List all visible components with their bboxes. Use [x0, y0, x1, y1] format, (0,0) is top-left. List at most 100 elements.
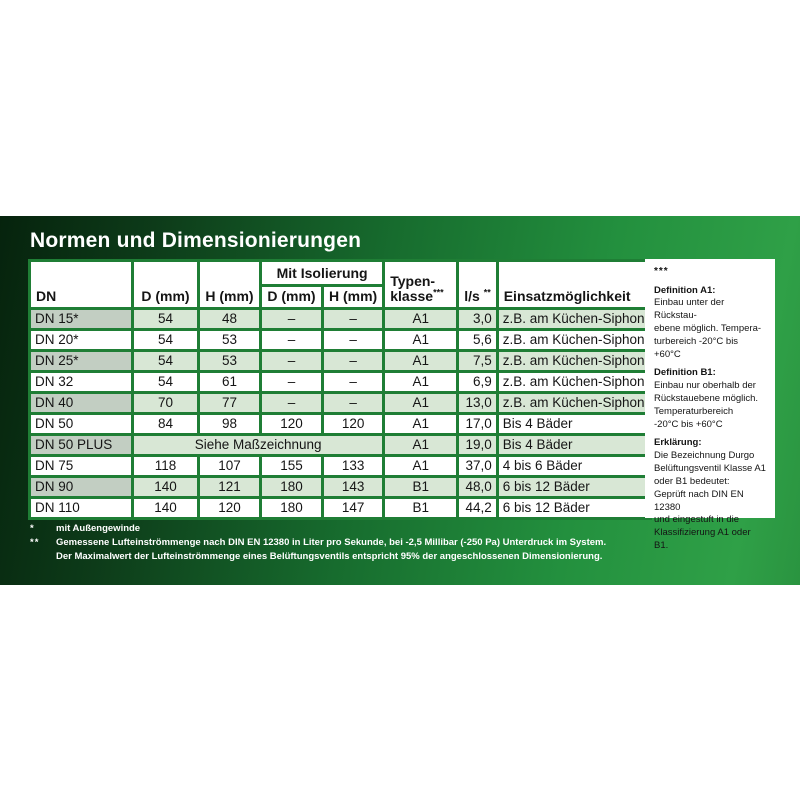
- cell-d: 54: [131, 369, 200, 394]
- cell-h: 77: [197, 390, 262, 415]
- cell-iso-h: –: [320, 327, 386, 352]
- cell-typenklasse: A1: [382, 306, 460, 331]
- cell-iso-h: 120: [320, 411, 386, 436]
- cell-iso-h: 143: [320, 474, 386, 499]
- cell-h: 121: [197, 474, 262, 499]
- cell-einsatz: 6 bis 12 Bäder: [495, 495, 652, 520]
- table-row-dn25: DN 25* 54 53 – – A1 7,5 z.B. am Küchen-S…: [28, 348, 652, 373]
- cell-iso-d: –: [259, 369, 324, 394]
- col-header-ls: l/s **: [456, 259, 499, 310]
- cell-iso-d: 120: [259, 411, 324, 436]
- cell-dn: DN 20*: [28, 327, 134, 352]
- cell-dn: DN 25*: [28, 348, 134, 373]
- cell-siehe-masszeichnung: Siehe Maßzeichnung: [130, 432, 386, 457]
- cell-d: 54: [131, 306, 200, 331]
- cell-ls: 44,2: [456, 495, 499, 520]
- cell-ls: 6,9: [456, 369, 499, 394]
- cell-typenklasse: A1: [382, 327, 460, 352]
- cell-h: 107: [197, 453, 262, 478]
- col-header-d: D (mm): [131, 259, 200, 310]
- typenklasse-line1: Typen-: [390, 273, 436, 290]
- cell-einsatz: z.B. am Küchen-Siphon: [495, 369, 652, 394]
- footnote-aussengewinde: * mit Außengewinde: [30, 522, 730, 536]
- col-header-einsatzmoeglichkeit: Einsatzmöglichkeit: [495, 259, 652, 310]
- footnote-text: Gemessene Lufteinströmmenge nach DIN EN …: [56, 536, 607, 562]
- footnote-marker: *: [30, 523, 35, 534]
- cell-ls: 13,0: [456, 390, 499, 415]
- cell-typenklasse: B1: [382, 495, 460, 520]
- cell-iso-h: –: [320, 306, 386, 331]
- cell-dn: DN 15*: [28, 306, 134, 331]
- cell-dn: DN 40: [28, 390, 134, 415]
- cell-iso-d: –: [259, 348, 324, 373]
- cell-iso-h: 133: [320, 453, 386, 478]
- cell-dn: DN 90: [28, 474, 134, 499]
- col-header-typenklasse: Typen-klasse***: [382, 259, 460, 310]
- cell-iso-d: 180: [259, 495, 324, 520]
- cell-d: 140: [131, 495, 200, 520]
- cell-dn: DN 32: [28, 369, 134, 394]
- definition-b1-body: Einbau nur oberhalb der Rückstauebene mö…: [654, 380, 759, 430]
- typenklasse-line2: klasse: [390, 288, 434, 304]
- cell-h: 120: [197, 495, 262, 520]
- cell-h: 48: [197, 306, 262, 331]
- col-header-iso-d: D (mm): [259, 284, 324, 310]
- cell-einsatz: 4 bis 6 Bäder: [495, 453, 652, 478]
- cell-iso-h: –: [320, 369, 386, 394]
- table-body: DN 15* 54 48 – – A1 3,0 z.B. am Küchen-S…: [28, 306, 652, 520]
- typenklasse-asterisks: ***: [433, 287, 444, 298]
- cell-d: 118: [131, 453, 200, 478]
- table-row-dn40: DN 40 70 77 – – A1 13,0 z.B. am Küchen-S…: [28, 390, 652, 415]
- cell-iso-d: 180: [259, 474, 324, 499]
- cell-iso-h: –: [320, 390, 386, 415]
- cell-d: 140: [131, 474, 200, 499]
- col-group-mit-isolierung: Mit Isolierung: [258, 259, 386, 287]
- cell-d: 54: [131, 348, 200, 373]
- erklaerung-body: Die Bezeichnung Durgo Belüftungsventil K…: [654, 450, 766, 551]
- cell-ls: 3,0: [456, 306, 499, 331]
- sidebar-asterisks: ***: [654, 266, 669, 277]
- cell-ls: 17,0: [456, 411, 499, 436]
- cell-einsatz: Bis 4 Bäder: [495, 411, 652, 436]
- col-header-h: H (mm): [197, 259, 262, 310]
- footnotes: * mit Außengewinde ** Gemessene Lufteins…: [30, 522, 730, 563]
- cell-dn: DN 110: [28, 495, 134, 520]
- col-header-dn: DN: [28, 259, 134, 310]
- cell-typenklasse: A1: [382, 453, 460, 478]
- footnote-lufteinstroemmenge: ** Gemessene Lufteinströmmenge nach DIN …: [30, 536, 730, 564]
- cell-einsatz: z.B. am Küchen-Siphon: [495, 390, 652, 415]
- table-row-dn50plus: DN 50 PLUS Siehe Maßzeichnung A1 19,0 Bi…: [28, 432, 652, 457]
- dimension-table: DN D (mm) H (mm) Mit Isolierung Typen-kl…: [28, 259, 652, 520]
- cell-h: 53: [197, 327, 262, 352]
- table-row-dn75: DN 75 118 107 155 133 A1 37,0 4 bis 6 Bä…: [28, 453, 652, 478]
- cell-h: 98: [197, 411, 262, 436]
- table-row-dn90: DN 90 140 121 180 143 B1 48,0 6 bis 12 B…: [28, 474, 652, 499]
- table-header: DN D (mm) H (mm) Mit Isolierung Typen-kl…: [28, 259, 652, 310]
- cell-typenklasse: A1: [382, 432, 460, 457]
- ls-label: l/s: [464, 288, 480, 304]
- cell-iso-d: –: [259, 390, 324, 415]
- cell-iso-d: –: [259, 306, 324, 331]
- cell-typenklasse: B1: [382, 474, 460, 499]
- page-title: Normen und Dimensionierungen: [30, 229, 362, 252]
- cell-iso-h: –: [320, 348, 386, 373]
- definition-a1-body: Einbau unter der Rückstau- ebene möglich…: [654, 297, 762, 360]
- cell-iso-d: –: [259, 327, 324, 352]
- cell-dn: DN 50 PLUS: [28, 432, 134, 457]
- cell-d: 54: [131, 327, 200, 352]
- cell-typenklasse: A1: [382, 369, 460, 394]
- cell-dn: DN 75: [28, 453, 134, 478]
- cell-ls: 48,0: [456, 474, 499, 499]
- cell-h: 61: [197, 369, 262, 394]
- cell-typenklasse: A1: [382, 411, 460, 436]
- cell-typenklasse: A1: [382, 348, 460, 373]
- cell-ls: 5,6: [456, 327, 499, 352]
- cell-ls: 37,0: [456, 453, 499, 478]
- cell-ls: 19,0: [456, 432, 499, 457]
- cell-iso-d: 155: [259, 453, 324, 478]
- table-row-dn20: DN 20* 54 53 – – A1 5,6 z.B. am Küchen-S…: [28, 327, 652, 352]
- green-datasheet-panel: Normen und Dimensionierungen DN D (mm) H…: [0, 216, 800, 585]
- cell-einsatz: z.B. am Küchen-Siphon: [495, 327, 652, 352]
- cell-typenklasse: A1: [382, 390, 460, 415]
- table-row-dn50: DN 50 84 98 120 120 A1 17,0 Bis 4 Bäder: [28, 411, 652, 436]
